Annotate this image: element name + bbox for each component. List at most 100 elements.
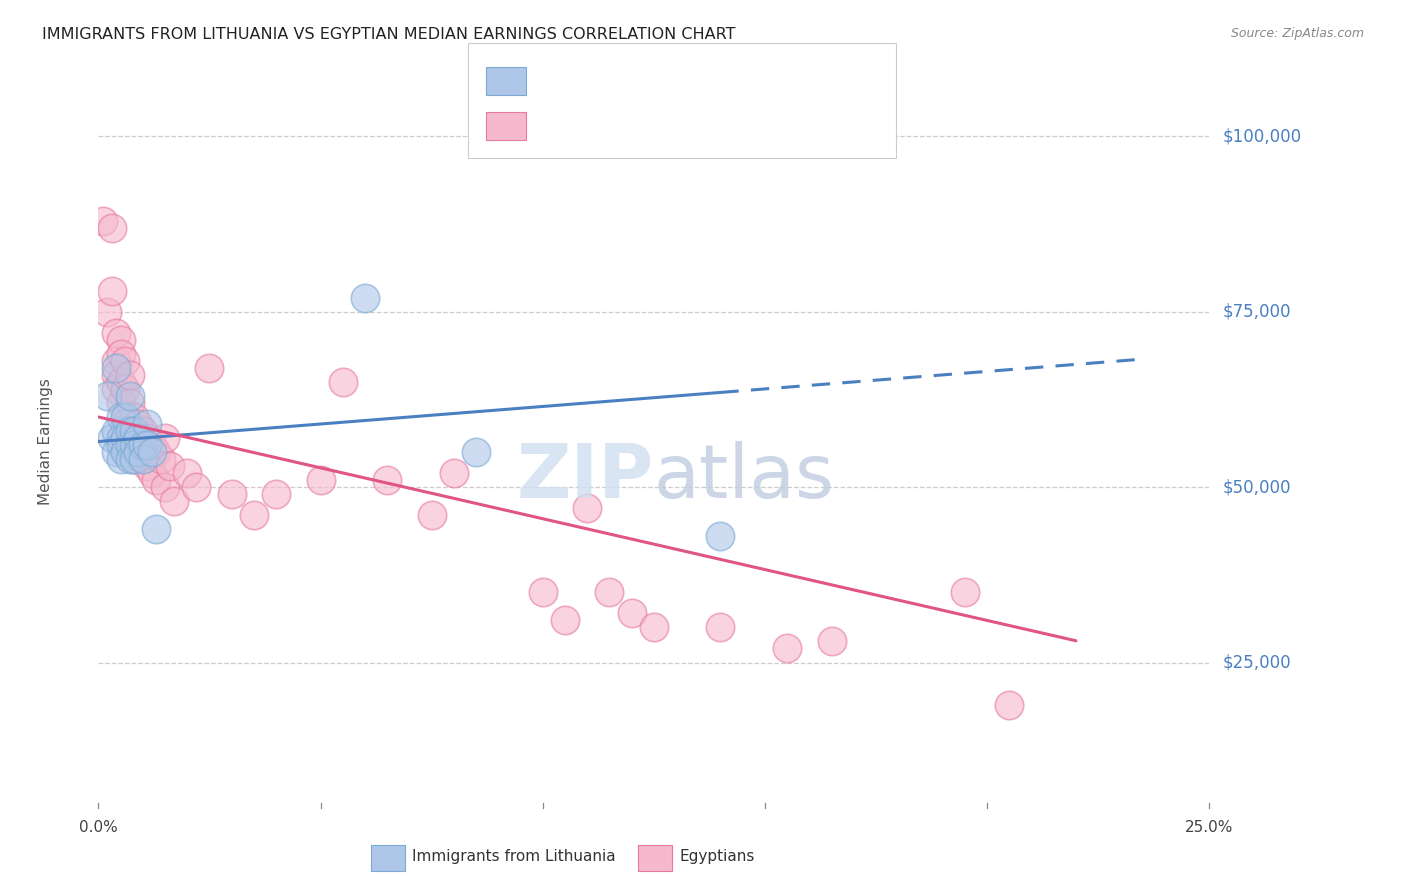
Text: -0.410: -0.410 bbox=[583, 119, 638, 133]
Text: Immigrants from Lithuania: Immigrants from Lithuania bbox=[412, 849, 616, 863]
Text: 59: 59 bbox=[682, 119, 703, 133]
Point bbox=[443, 466, 465, 480]
Point bbox=[141, 438, 163, 452]
Point bbox=[114, 417, 136, 431]
Point bbox=[309, 473, 332, 487]
Text: $50,000: $50,000 bbox=[1222, 478, 1291, 496]
Text: $75,000: $75,000 bbox=[1222, 302, 1291, 321]
Point bbox=[132, 452, 155, 467]
Point bbox=[110, 409, 132, 424]
Point bbox=[136, 459, 159, 474]
Point bbox=[114, 354, 136, 368]
Point bbox=[145, 445, 167, 459]
Point bbox=[576, 501, 599, 516]
Text: N =: N = bbox=[636, 74, 669, 88]
Point bbox=[136, 431, 159, 445]
Point bbox=[141, 466, 163, 480]
Point bbox=[110, 452, 132, 467]
Point bbox=[136, 417, 159, 431]
Text: $25,000: $25,000 bbox=[1222, 654, 1291, 672]
Point bbox=[122, 452, 145, 467]
Point bbox=[114, 409, 136, 424]
Point bbox=[420, 508, 443, 523]
Point bbox=[100, 220, 122, 235]
Point bbox=[620, 607, 643, 621]
Point bbox=[118, 438, 141, 452]
Point bbox=[153, 480, 176, 494]
Point bbox=[118, 389, 141, 403]
Point bbox=[264, 487, 287, 501]
Text: 25.0%: 25.0% bbox=[1185, 821, 1233, 835]
Point bbox=[110, 431, 132, 445]
Point bbox=[127, 417, 149, 431]
Point bbox=[122, 438, 145, 452]
Point bbox=[243, 508, 266, 523]
Point bbox=[110, 438, 132, 452]
Point bbox=[953, 585, 976, 599]
Point bbox=[145, 473, 167, 487]
Point bbox=[122, 424, 145, 438]
Point bbox=[820, 634, 842, 648]
Text: $100,000: $100,000 bbox=[1222, 128, 1302, 145]
Point bbox=[105, 424, 128, 438]
Text: IMMIGRANTS FROM LITHUANIA VS EGYPTIAN MEDIAN EARNINGS CORRELATION CHART: IMMIGRANTS FROM LITHUANIA VS EGYPTIAN ME… bbox=[42, 27, 735, 42]
Text: ZIP: ZIP bbox=[516, 442, 654, 514]
Point bbox=[186, 480, 208, 494]
Point bbox=[375, 473, 398, 487]
Point bbox=[176, 466, 198, 480]
Text: 0.0%: 0.0% bbox=[79, 821, 118, 835]
Point bbox=[110, 347, 132, 361]
Text: 0.182: 0.182 bbox=[583, 74, 631, 88]
Point bbox=[145, 522, 167, 536]
Point bbox=[998, 698, 1021, 712]
Text: 30: 30 bbox=[682, 74, 703, 88]
Point bbox=[96, 389, 118, 403]
Point bbox=[105, 368, 128, 382]
Point bbox=[105, 326, 128, 340]
Point bbox=[122, 452, 145, 467]
Point bbox=[118, 396, 141, 410]
Text: Egyptians: Egyptians bbox=[679, 849, 755, 863]
Point bbox=[118, 368, 141, 382]
Point bbox=[354, 291, 377, 305]
Point bbox=[531, 585, 554, 599]
Point bbox=[159, 459, 181, 474]
Point bbox=[114, 431, 136, 445]
Point bbox=[118, 438, 141, 452]
Text: atlas: atlas bbox=[654, 442, 835, 514]
Point bbox=[100, 431, 122, 445]
Point bbox=[110, 375, 132, 389]
Point bbox=[127, 431, 149, 445]
Point bbox=[105, 354, 128, 368]
Point bbox=[132, 424, 155, 438]
Text: Median Earnings: Median Earnings bbox=[38, 378, 52, 505]
Point bbox=[105, 445, 128, 459]
Point bbox=[153, 431, 176, 445]
Point bbox=[100, 284, 122, 298]
Point bbox=[163, 494, 186, 508]
Point bbox=[118, 452, 141, 467]
Point bbox=[709, 529, 731, 543]
Point bbox=[598, 585, 620, 599]
Point bbox=[114, 445, 136, 459]
Text: R =: R = bbox=[533, 119, 567, 133]
Point bbox=[127, 445, 149, 459]
Point bbox=[643, 620, 665, 634]
Text: R =: R = bbox=[533, 74, 567, 88]
Text: N =: N = bbox=[636, 119, 669, 133]
Point bbox=[136, 438, 159, 452]
Point bbox=[91, 213, 114, 227]
Point bbox=[221, 487, 243, 501]
Point bbox=[110, 396, 132, 410]
Point bbox=[554, 614, 576, 628]
Point bbox=[141, 445, 163, 459]
Point bbox=[776, 641, 799, 656]
Point bbox=[105, 382, 128, 396]
Point bbox=[465, 445, 488, 459]
Point bbox=[105, 360, 128, 375]
Text: Source: ZipAtlas.com: Source: ZipAtlas.com bbox=[1230, 27, 1364, 40]
Point bbox=[132, 438, 155, 452]
Point bbox=[110, 333, 132, 347]
Point bbox=[96, 305, 118, 319]
Point bbox=[118, 424, 141, 438]
